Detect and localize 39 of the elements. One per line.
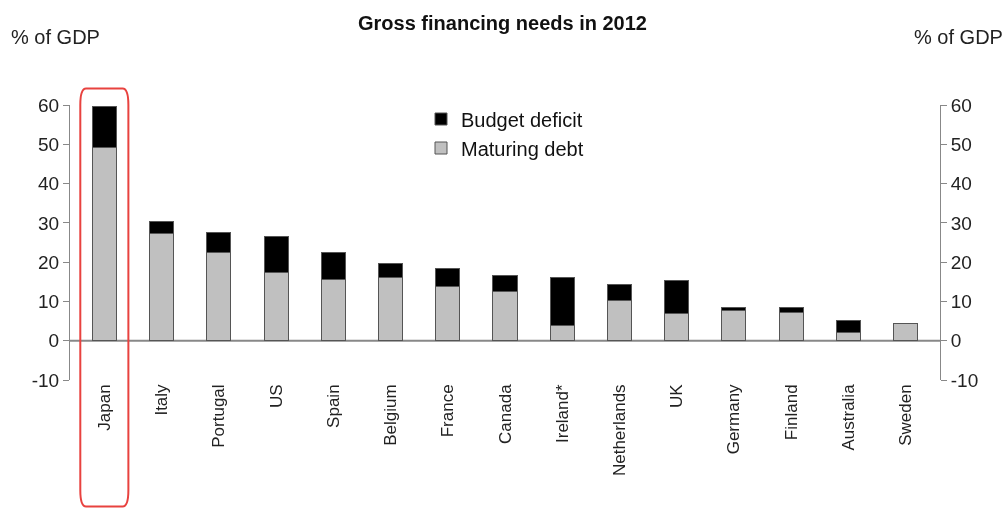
y2-axis-title: % of GDP bbox=[914, 26, 1003, 48]
y2-tick-label: 60 bbox=[950, 94, 972, 116]
x-tick-label: Germany bbox=[724, 383, 744, 455]
chart-title: Gross financing needs in 2012 bbox=[358, 11, 647, 34]
x-tick-label: France bbox=[438, 384, 458, 438]
x-tick-label: Netherlands bbox=[609, 384, 629, 477]
y2-tick-label: 30 bbox=[950, 212, 972, 234]
bar bbox=[721, 309, 747, 342]
y-tick-label: 30 bbox=[38, 212, 60, 234]
x-tick-label: Australia bbox=[838, 383, 858, 451]
x-tick-label: Italy bbox=[152, 383, 172, 416]
y-tick-label: 60 bbox=[38, 94, 60, 116]
y-tick-label: 0 bbox=[48, 330, 60, 352]
x-tick-label: US bbox=[266, 384, 286, 409]
y-tick-label: 40 bbox=[38, 173, 60, 195]
y2-tick-label: 20 bbox=[950, 251, 972, 273]
y-tick-label: 20 bbox=[38, 251, 60, 273]
legend-label: Budget deficit bbox=[461, 108, 583, 131]
x-tick-label: Ireland* bbox=[552, 384, 572, 444]
x-tick-label: Finland bbox=[781, 384, 801, 441]
y2-tick-label: 10 bbox=[950, 291, 972, 313]
x-tick-label: Sweden bbox=[896, 384, 916, 446]
legend-label: Maturing debt bbox=[461, 137, 584, 160]
y-tick-label: -10 bbox=[31, 369, 60, 391]
x-tick-label: UK bbox=[667, 383, 687, 409]
x-tick-label: Portugal bbox=[209, 384, 229, 448]
y-axis-title: % of GDP bbox=[11, 26, 100, 48]
x-tick-label: Spain bbox=[323, 384, 343, 428]
y-tick-label: 10 bbox=[38, 291, 60, 313]
bar bbox=[893, 322, 919, 342]
x-tick-label: Japan bbox=[94, 384, 114, 431]
y2-tick-label: 40 bbox=[950, 173, 972, 195]
y2-tick-label: 50 bbox=[950, 133, 972, 155]
x-tick-label: Canada bbox=[495, 383, 515, 444]
y2-tick-label: 0 bbox=[950, 330, 962, 352]
x-tick-label: Belgium bbox=[381, 384, 401, 446]
y-tick-label: 50 bbox=[38, 133, 60, 155]
y2-tick-label: -10 bbox=[950, 369, 979, 391]
bar bbox=[778, 311, 804, 342]
